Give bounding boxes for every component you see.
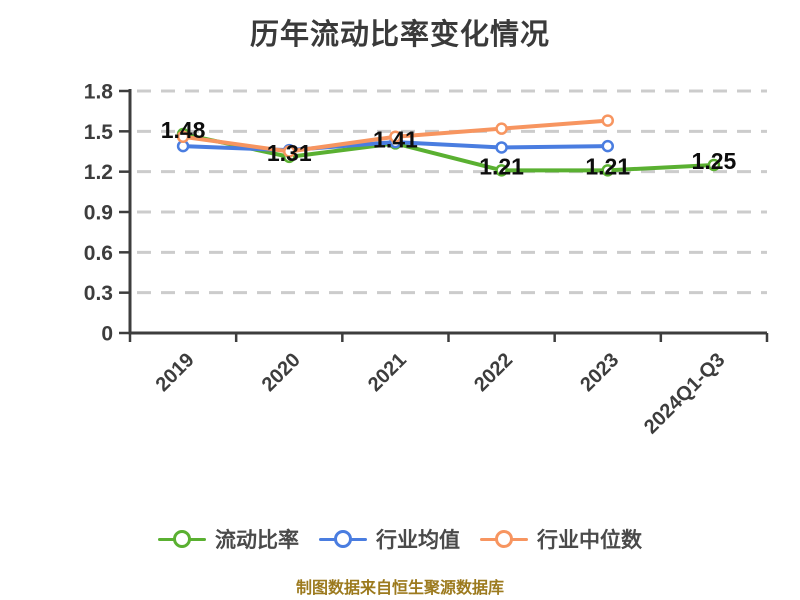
value-label: 1.41 (373, 126, 418, 152)
data-point-industry-median (389, 130, 402, 143)
y-axis-tick-label: 0.3 (84, 282, 113, 305)
value-label: 1.31 (267, 140, 312, 166)
y-axis-tick-label: 0 (101, 323, 113, 346)
data-point-industry-average (601, 139, 614, 153)
data-point-industry-median (495, 122, 508, 135)
data-point-industry-median (176, 130, 190, 143)
legend: 流动比率 行业均值 行业中位数 (0, 524, 800, 554)
x-axis-tick-label: 2023 (576, 349, 623, 396)
data-point-industry-median (601, 114, 614, 127)
series-line-current-ratio (181, 132, 716, 173)
value-label: 1.21 (479, 153, 524, 179)
data-source-note: 制图数据来自恒生聚源数据库 (295, 580, 504, 597)
data-point-current-ratio (707, 158, 721, 172)
value-label: 1.21 (585, 153, 630, 179)
legend-item-industry-average[interactable]: 行业均值 (319, 524, 460, 554)
legend-item-industry-median[interactable]: 行业中位数 (480, 524, 642, 554)
y-axis-tick-label: 1.8 (84, 81, 114, 104)
x-axis-tick-label: 2021 (364, 349, 411, 396)
value-label: 1.25 (692, 148, 737, 174)
x-axis-tick-label: 2024Q1-Q3 (640, 349, 729, 438)
x-axis-tick-label: 2019 (152, 349, 199, 396)
legend-label-industry-median: 行业中位数 (537, 529, 642, 552)
value-label: 1.48 (161, 117, 206, 143)
y-axis-tick-label: 1.2 (84, 161, 113, 184)
legend-label-industry-average: 行业均值 (376, 529, 460, 552)
data-point-industry-average (495, 141, 508, 154)
data-point-current-ratio (495, 164, 508, 177)
data-point-current-ratio (601, 164, 614, 177)
line-marker-icon (158, 529, 206, 549)
y-axis-tick-label: 0.9 (84, 202, 113, 225)
chart-title: 历年流动比率变化情况 (249, 19, 550, 51)
legend-item-current-ratio[interactable]: 流动比率 (158, 524, 299, 554)
x-axis-tick-label: 2020 (258, 349, 305, 396)
y-axis-tick-label: 0.6 (84, 242, 113, 265)
line-marker-icon (480, 529, 528, 549)
data-point-industry-median (283, 145, 296, 158)
legend-label-current-ratio: 流动比率 (215, 529, 299, 552)
line-chart-plot: 0 0.3 0.6 0.9 1.2 1.5 1.8 2019 2020 2021 2022 2023 2… (84, 81, 769, 438)
line-marker-icon (319, 529, 367, 549)
y-axis-tick-label: 1.5 (84, 121, 114, 144)
x-axis-tick-label: 2022 (470, 349, 517, 396)
